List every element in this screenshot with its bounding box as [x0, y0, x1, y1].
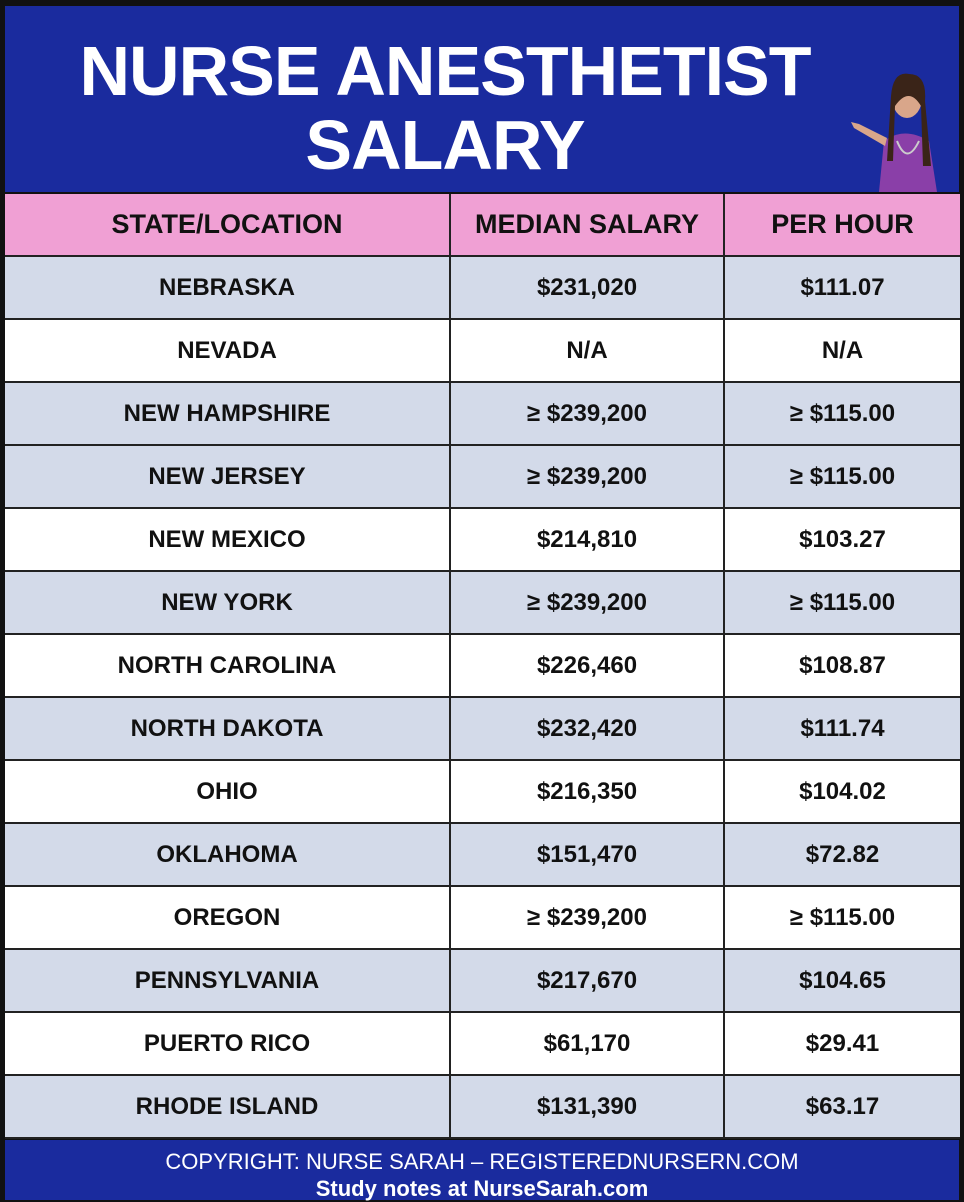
table-cell: $104.65: [799, 966, 886, 994]
header-row: STATE/LOCATION MEDIAN SALARY PER HOUR: [5, 194, 960, 257]
table-row: NEW JERSEY ≥ $239,200 ≥ $115.00: [5, 446, 960, 509]
table-row: OHIO $216,350 $104.02: [5, 761, 960, 824]
table-cell: ≥ $239,200: [451, 572, 725, 633]
table-cell: RHODE ISLAND: [5, 1076, 451, 1137]
table-row: NORTH CAROLINA $226,460 $108.87: [5, 635, 960, 698]
table-cell: ≥ $115.00: [789, 903, 896, 931]
table-cell: $111.74: [800, 714, 885, 742]
table-cell: PUERTO RICO: [5, 1013, 451, 1074]
table-cell: ≥ $239,200: [451, 383, 725, 444]
table-cell: $61,170: [451, 1013, 725, 1074]
table-cell: $216,350: [451, 761, 725, 822]
title-line: SALARY: [305, 106, 585, 184]
table-cell: NEW JERSEY: [5, 446, 451, 507]
table-row: NEW YORK ≥ $239,200 ≥ $115.00: [5, 572, 960, 635]
table-cell: $131,390: [451, 1076, 725, 1137]
table-cell: ≥ $239,200: [451, 446, 725, 507]
table-row: RHODE ISLAND $131,390 $63.17: [5, 1076, 960, 1139]
table-row: NEVADA N/A N/A: [5, 320, 960, 383]
column-header: STATE/LOCATION: [5, 194, 451, 255]
table-cell: NEVADA: [5, 320, 451, 381]
table-cell: N/A: [451, 320, 725, 381]
table-cell: $231,020: [451, 257, 725, 318]
table-cell: $108.87: [799, 651, 886, 679]
table-row: NEW HAMPSHIRE ≥ $239,200 ≥ $115.00: [5, 383, 960, 446]
table-cell: $29.41: [805, 1029, 880, 1057]
table-cell: N/A: [821, 336, 864, 364]
table-cell: ≥ $239,200: [451, 887, 725, 948]
table-cell: OREGON: [5, 887, 451, 948]
table-row: OKLAHOMA $151,470 $72.82: [5, 824, 960, 887]
table-cell: NEW YORK: [5, 572, 451, 633]
table-row: OREGON ≥ $239,200 ≥ $115.00: [5, 887, 960, 950]
table-cell: ≥ $115.00: [789, 588, 896, 616]
table-cell: $214,810: [451, 509, 725, 570]
table-cell: NEW MEXICO: [5, 509, 451, 570]
table-row: PENNSYLVANIA $217,670 $104.65: [5, 950, 960, 1013]
table-cell: $104.02: [799, 777, 886, 805]
header: NURSE ANESTHETIST SALARY: [5, 6, 959, 192]
table-cell: NEW HAMPSHIRE: [5, 383, 451, 444]
table-cell: $103.27: [799, 525, 886, 553]
table-cell: $226,460: [451, 635, 725, 696]
column-header: MEDIAN SALARY: [451, 194, 725, 255]
nurse-photo: [851, 73, 937, 192]
table-row: NEW MEXICO $214,810 $103.27: [5, 509, 960, 572]
table-row: NORTH DAKOTA $232,420 $111.74: [5, 698, 960, 761]
column-header: PER HOUR: [771, 209, 914, 239]
table-cell: NEBRASKA: [5, 257, 451, 318]
table-cell: OKLAHOMA: [5, 824, 451, 885]
table-cell: $111.07: [800, 273, 885, 301]
table-row: PUERTO RICO $61,170 $29.41: [5, 1013, 960, 1076]
table-row: NEBRASKA $231,020 $111.07: [5, 257, 960, 320]
table-cell: $232,420: [451, 698, 725, 759]
salary-table: STATE/LOCATION MEDIAN SALARY PER HOUR NE…: [5, 194, 960, 1139]
table-cell: $72.82: [805, 840, 880, 868]
table-cell: ≥ $115.00: [789, 462, 896, 490]
table-cell: $217,670: [451, 950, 725, 1011]
table-cell: $151,470: [451, 824, 725, 885]
table-cell: $63.17: [805, 1092, 880, 1120]
table-cell: NORTH CAROLINA: [5, 635, 451, 696]
table-cell: ≥ $115.00: [789, 399, 896, 427]
title-line: NURSE ANESTHETIST: [79, 32, 811, 110]
footer: COPYRIGHT: NURSE SARAH – REGISTEREDNURSE…: [5, 1140, 959, 1201]
table-cell: PENNSYLVANIA: [5, 950, 451, 1011]
footer-line: COPYRIGHT: NURSE SARAH – REGISTEREDNURSE…: [165, 1149, 799, 1174]
footer-line: Study notes at NurseSarah.com: [315, 1176, 649, 1201]
table-cell: NORTH DAKOTA: [5, 698, 451, 759]
table-cell: OHIO: [5, 761, 451, 822]
